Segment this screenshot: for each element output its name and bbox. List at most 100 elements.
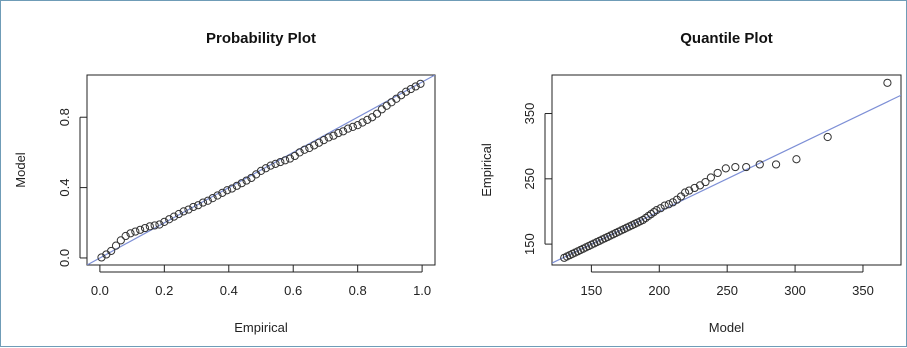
panel1-y-tick-label: 0.8 — [57, 108, 72, 126]
panel2-y-tick-label: 350 — [522, 103, 537, 125]
panel1-data-point — [314, 138, 324, 147]
panel2-plot-box — [551, 74, 902, 266]
panel1-data-point — [213, 191, 222, 200]
panel1-data-point — [189, 202, 198, 212]
panel1-data-point — [281, 156, 290, 165]
panel1-data-point — [198, 198, 208, 207]
panel1-x-tick-label: 0.4 — [220, 283, 238, 298]
panel1-data-point — [184, 205, 193, 214]
panel1-data-point — [194, 201, 203, 210]
panel2-x-tick-label: 150 — [581, 283, 603, 298]
panel2-data-point — [755, 160, 764, 169]
panel1-data-point — [237, 179, 246, 188]
panel2-data-point — [823, 132, 832, 142]
panel2-data-point — [664, 200, 673, 209]
panel1-data-point — [242, 176, 251, 185]
panel2-data-point — [680, 188, 690, 197]
panel1-data-point — [266, 161, 275, 170]
panel1-data-point — [155, 220, 164, 229]
panel2-data-point — [638, 215, 648, 225]
panel1-x-tick-label: 0.6 — [284, 283, 302, 298]
panel2-x-tick-label: 350 — [852, 283, 874, 298]
panel2-data-point — [690, 183, 699, 193]
panel2-x-axis-label: Model — [709, 320, 745, 335]
panel2-y-tick-label: 250 — [522, 168, 537, 190]
panel1-data-point — [160, 217, 169, 226]
panel1-data-point — [136, 225, 145, 234]
panel1-data-point — [145, 222, 154, 231]
panel1-data-point — [382, 101, 391, 110]
panel1-data-point — [232, 181, 241, 190]
panel2-x-tick-label: 200 — [648, 283, 670, 298]
panel1-x-tick-label: 0.0 — [91, 283, 109, 298]
panel2-data-point — [644, 211, 653, 221]
panel2-data-point — [742, 162, 751, 172]
panel1-data-point — [305, 143, 314, 153]
panel1-data-point — [107, 246, 116, 256]
panel1-data-point — [416, 79, 425, 88]
panel1-y-tick-label: 0.4 — [57, 179, 72, 197]
panel1-data-point — [121, 231, 130, 241]
panel1-data-point — [203, 196, 212, 205]
panel2-data-point — [660, 201, 669, 210]
panel1-data-point — [372, 109, 382, 118]
panel1-data-point — [218, 188, 227, 197]
panel1-data-point — [319, 135, 328, 145]
panel1-y-tick-label: 0.0 — [57, 249, 72, 267]
panel1-data-point — [256, 166, 266, 175]
panel1-data-point — [179, 207, 188, 216]
panel1-plot-box — [86, 74, 436, 266]
panel2-data-point — [647, 209, 656, 219]
panel1-data-point — [411, 82, 420, 91]
panel1-data-point — [285, 154, 295, 163]
panel1-x-tick-label: 0.2 — [155, 283, 173, 298]
panel1-data-point — [406, 84, 415, 94]
panel2-x-tick-label: 300 — [784, 283, 806, 298]
panel2-y-axis-label: Empirical — [479, 143, 494, 197]
panel1-y-axis-label: Model — [13, 152, 28, 188]
panel2-x-tick-label: 250 — [716, 283, 738, 298]
panel2-data-point — [731, 162, 740, 172]
panel2-data-point — [701, 177, 710, 187]
panel1-data-point — [131, 227, 140, 236]
panel1-data-point — [208, 194, 217, 203]
panel1-data-point — [140, 223, 150, 233]
panel2-data-point — [685, 186, 694, 195]
panel1-data-point — [377, 105, 386, 114]
panel1-data-point — [227, 184, 237, 193]
panel1-data-point — [223, 186, 232, 195]
panel1-x-tick-label: 1.0 — [413, 283, 431, 298]
panel1-data-point — [387, 98, 396, 107]
panel2-data-point — [771, 160, 781, 169]
panel1-data-point — [401, 87, 411, 96]
panel1-data-point — [295, 148, 304, 157]
panel1-data-point — [165, 215, 174, 224]
panel1-data-point — [329, 131, 338, 140]
panel1-data-point — [310, 141, 319, 150]
panel1-reference-line — [87, 75, 435, 265]
panel1-data-point — [174, 209, 183, 219]
panel1-data-point — [363, 115, 372, 124]
panel1-data-point — [324, 133, 333, 142]
panel1-data-point — [339, 127, 348, 136]
panel1-data-point — [334, 128, 343, 138]
panel2-data-point — [652, 206, 661, 215]
panel1-data-point — [150, 221, 159, 230]
panel1-data-point — [343, 124, 353, 133]
panel1-x-tick-label: 0.8 — [349, 283, 367, 298]
panel2-data-point — [706, 173, 715, 182]
panel1-data-point — [111, 241, 121, 250]
panel1-x-axis-label: Empirical — [234, 320, 288, 335]
panel1-data-point — [271, 159, 280, 168]
panel1-data-point — [300, 145, 309, 154]
panel1-data-point — [353, 121, 362, 130]
panel1-data-point — [276, 157, 285, 167]
panel1-data-point — [116, 236, 125, 245]
panel2-data-point — [721, 164, 730, 173]
panel2-title: Quantile Plot — [680, 30, 773, 47]
panel2-reference-line — [552, 94, 901, 264]
panel2-data-point — [883, 78, 892, 87]
panel1-title: Probability Plot — [206, 30, 316, 47]
